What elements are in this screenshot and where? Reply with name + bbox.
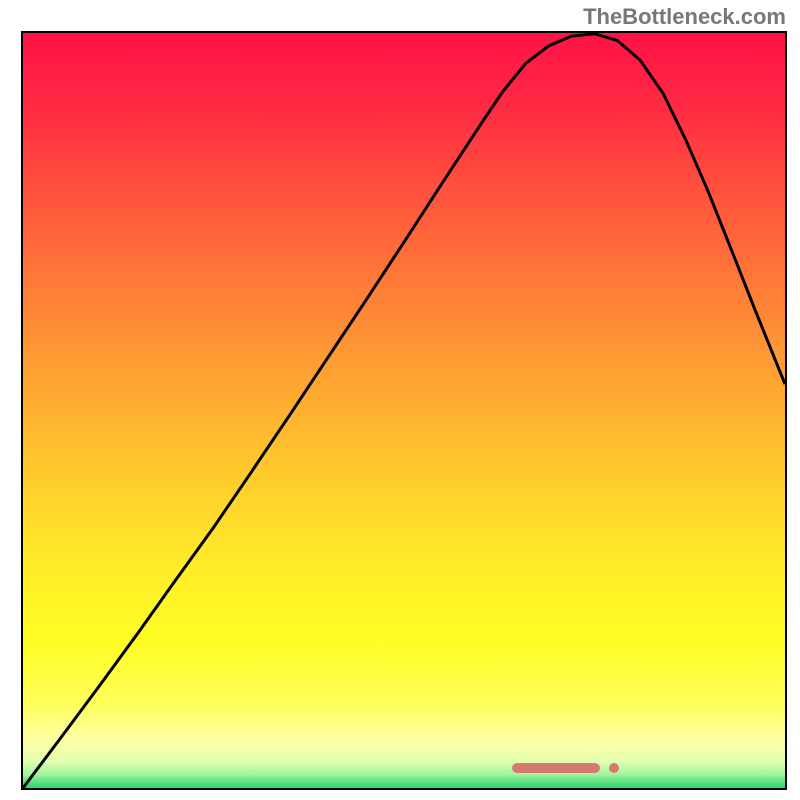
watermark-text: TheBottleneck.com (583, 4, 786, 30)
optimal-range-marker (512, 763, 600, 773)
chart-plot-area (21, 31, 787, 790)
curve-line (23, 33, 785, 788)
